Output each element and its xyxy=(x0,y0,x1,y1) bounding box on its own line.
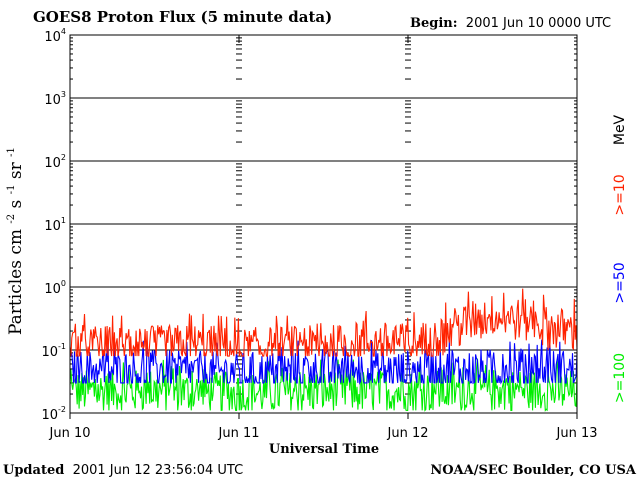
y-tick-exp: -2 xyxy=(58,405,66,414)
y-axis-label-main: Particles cm xyxy=(6,229,26,335)
begin-label: Begin: 2001 Jun 10 0000 UTC xyxy=(410,15,611,31)
y-axis-label-exp3: -1 xyxy=(6,147,17,157)
y-tick-base: 10 xyxy=(41,408,58,423)
y-tick-base: 10 xyxy=(44,219,61,234)
legend-ge50: >=50 xyxy=(612,262,628,303)
y-tick-label: 101 xyxy=(44,216,66,234)
series-line-ge50 xyxy=(69,339,578,385)
y-tick-exp: 1 xyxy=(61,216,66,225)
y-tick-label: 102 xyxy=(44,153,66,171)
y-tick-exp: 0 xyxy=(61,279,66,288)
x-tick-label: Jun 11 xyxy=(218,426,260,441)
x-tick-label: Jun 12 xyxy=(387,426,429,441)
y-tick-base: 10 xyxy=(44,30,61,45)
footer-updated-label: Updated xyxy=(3,463,64,478)
y-tick-base: 10 xyxy=(44,93,61,108)
y-tick-exp: 2 xyxy=(61,153,66,162)
begin-label-value: 2001 Jun 10 0000 UTC xyxy=(466,16,611,31)
y-tick-exp: -1 xyxy=(58,342,66,351)
legend-ge100: >=100 xyxy=(612,353,628,403)
y-axis-label-exp1: -2 xyxy=(6,214,17,224)
x-tick-label: Jun 13 xyxy=(556,426,598,441)
x-tick-labels: Jun 10 Jun 11 Jun 12 Jun 13 xyxy=(49,426,598,441)
y-tick-label: 100 xyxy=(44,279,66,297)
y-tick-label: 103 xyxy=(44,90,66,108)
y-axis-label-s: s xyxy=(6,200,26,209)
y-tick-exp: 4 xyxy=(61,27,66,36)
chart-title: GOES8 Proton Flux (5 minute data) xyxy=(33,8,332,26)
y-axis-label: Particles cm -2 s -1 sr -1 xyxy=(0,147,26,335)
y-tick-label: 104 xyxy=(44,27,66,45)
footer-credit: NOAA/SEC Boulder, CO USA xyxy=(430,463,637,478)
x-axis-label: Universal Time xyxy=(269,442,379,457)
legend-ge10: >=10 xyxy=(612,174,628,215)
y-tick-exp: 3 xyxy=(61,90,66,99)
legend: MeV >=10 >=50 >=100 xyxy=(612,114,628,403)
y-tick-label: 10-2 xyxy=(41,405,66,423)
series-layer xyxy=(69,288,578,412)
plot-border xyxy=(69,34,578,414)
legend-unit: MeV xyxy=(612,114,628,145)
plot-frame xyxy=(69,34,578,414)
footer-updated: Updated 2001 Jun 12 23:56:04 UTC xyxy=(3,462,243,478)
y-tick-label: 10-1 xyxy=(41,342,66,360)
y-tick-base: 10 xyxy=(44,156,61,171)
y-tick-base: 10 xyxy=(41,345,58,360)
y-tick-base: 10 xyxy=(44,282,61,297)
x-tick-label: Jun 10 xyxy=(49,426,91,441)
y-axis-label-exp2: -1 xyxy=(6,185,17,195)
series-line-ge10 xyxy=(69,288,578,358)
y-axis-label-sr: sr xyxy=(6,161,26,179)
begin-label-key: Begin: xyxy=(410,16,458,31)
series-line-ge100 xyxy=(69,358,578,412)
footer-updated-value: 2001 Jun 12 23:56:04 UTC xyxy=(73,463,244,478)
